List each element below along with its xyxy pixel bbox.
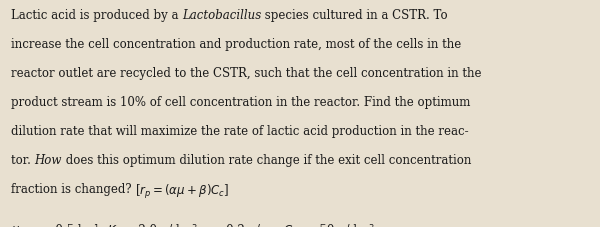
- Text: = 2.0 g/dm: = 2.0 g/dm: [121, 224, 191, 227]
- Text: dilution rate that will maximize the rate of lactic acid production in the reac-: dilution rate that will maximize the rat…: [11, 125, 469, 138]
- Text: tor.: tor.: [11, 154, 34, 167]
- Text: product stream is 10% of cell concentration in the reactor. Find the optimum: product stream is 10% of cell concentrat…: [11, 96, 470, 109]
- Text: species cultured in a CSTR. To: species cultured in a CSTR. To: [262, 9, 448, 22]
- Text: reactor outlet are recycled to the CSTR, such that the cell concentration in the: reactor outlet are recycled to the CSTR,…: [11, 67, 481, 80]
- Text: $^3$: $^3$: [191, 224, 197, 227]
- Text: = 0.5 h: = 0.5 h: [38, 224, 86, 227]
- Text: [$r_p = (\alpha\mu + \beta)C_c$]: [$r_p = (\alpha\mu + \beta)C_c$]: [135, 183, 230, 201]
- Text: increase the cell concentration and production rate, most of the cells in the: increase the cell concentration and prod…: [11, 38, 461, 51]
- Text: Lactic acid is produced by a: Lactic acid is produced by a: [11, 9, 182, 22]
- Text: $^3$: $^3$: [368, 224, 374, 227]
- Text: $K_s$: $K_s$: [107, 224, 121, 227]
- Text: does this optimum dilution rate change if the exit cell concentration: does this optimum dilution rate change i…: [62, 154, 471, 167]
- Text: = 50 g/dm: = 50 g/dm: [302, 224, 368, 227]
- Text: Lactobacillus: Lactobacillus: [182, 9, 262, 22]
- Text: How: How: [34, 154, 62, 167]
- Text: ,: ,: [100, 224, 107, 227]
- Text: fraction is changed?: fraction is changed?: [11, 183, 135, 196]
- Text: $\mu_{max}$: $\mu_{max}$: [11, 224, 38, 227]
- Text: $C_{s0}$: $C_{s0}$: [283, 224, 302, 227]
- Text: ,α = 0.2 g/g,: ,α = 0.2 g/g,: [197, 224, 283, 227]
- Text: $^{-1}$: $^{-1}$: [86, 224, 100, 227]
